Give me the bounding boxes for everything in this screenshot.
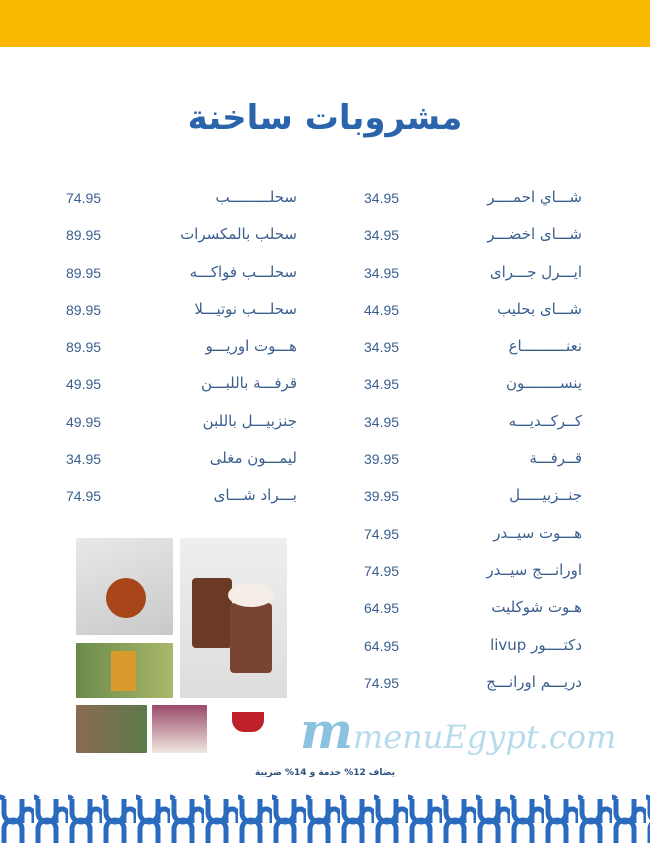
photo-tea-glass [76, 643, 173, 698]
footer-note: يضاف 12% خدمة و 14% ضريبة [255, 768, 395, 778]
menu-item: 64.95 دكتــــور livup [360, 636, 582, 673]
item-name: جنزبيـــل باللبن [202, 411, 297, 430]
photo-red-tea [224, 708, 280, 748]
item-name: سحلـــب نوتيـــلا [194, 299, 297, 318]
item-price: 34.95 [364, 264, 400, 281]
page-title: مشروبات ساخنة [187, 98, 463, 138]
menu-item: 89.95 سحلب بالمكسرات [66, 225, 297, 262]
menu-item: 74.95 دريـــم اورانـــج [360, 673, 582, 710]
item-name: بـــراد شـــاى [213, 486, 297, 505]
menu-item: 34.95 ايـــرل جـــراى [360, 263, 582, 300]
menu-item: 39.95 قــرفـــة [360, 449, 582, 486]
item-price: 74.95 [364, 562, 400, 579]
item-name: ليمـــون مغلى [209, 449, 297, 468]
item-name: دكتــــور livup [490, 635, 582, 654]
photo-teapot [76, 538, 173, 635]
menu-item: 34.95 شـــاى اخضـــر [360, 225, 582, 262]
item-price: 34.95 [364, 339, 400, 356]
item-price: 74.95 [66, 190, 102, 206]
item-price: 44.95 [364, 301, 400, 318]
menu-item: 74.95 اورانـــج سيــدر [360, 561, 582, 598]
item-name: كــركــديـــه [508, 411, 582, 430]
item-price: 39.95 [364, 451, 400, 468]
item-name: دريـــم اورانـــج [486, 672, 582, 691]
item-price: 89.95 [66, 264, 102, 281]
item-name: ينســــــــون [505, 374, 582, 393]
item-price: 39.95 [364, 488, 400, 505]
menu-item: 34.95 كــركــديـــه [360, 412, 582, 449]
menu-item: 89.95 سحلـــب فواكـــه [66, 263, 297, 300]
item-name: هـــوت اوريـــو [205, 337, 298, 356]
photo-drinks [76, 705, 147, 753]
item-price: 89.95 [66, 339, 102, 356]
item-price: 74.95 [364, 674, 400, 691]
item-name: نعنــــــــــاع [508, 337, 582, 356]
item-name: قرفـــة باللبـــن [200, 374, 297, 393]
menu-column-right: 34.95 شـــاي احمــــر 34.95 شـــاى اخضـــر 3… [360, 188, 582, 710]
item-name: سحلـــــــــب [215, 188, 298, 206]
menu-item: 34.95 شـــاي احمــــر [360, 188, 582, 225]
item-price: 49.95 [66, 376, 102, 393]
menu-item: 34.95 ينســــــــون [360, 374, 582, 411]
menu-item: 44.95 شـــاى بحليب [360, 300, 582, 337]
item-price: 64.95 [364, 600, 400, 617]
item-price: 74.95 [66, 488, 102, 505]
item-price: 89.95 [66, 227, 102, 244]
menu-item: 89.95 سحلـــب نوتيـــلا [66, 300, 297, 337]
item-name: جنــزبيـــــل [509, 486, 582, 505]
item-name: هـوت شوكليت [491, 598, 582, 617]
photo-dessert [152, 705, 207, 753]
menu-item: 74.95 بـــراد شـــاى [66, 486, 297, 523]
menu-item: 39.95 جنــزبيـــــل [360, 486, 582, 523]
item-name: هـــوت سيــدر [493, 523, 582, 542]
item-name: شـــاى اخضـــر [487, 225, 582, 244]
item-price: 34.95 [364, 190, 400, 206]
menu-item: 64.95 هـوت شوكليت [360, 598, 582, 635]
menu-item: 34.95 ليمـــون مغلى [66, 449, 297, 486]
item-name: قــرفـــة [529, 449, 582, 468]
item-name: سحلـــب فواكـــه [189, 262, 297, 281]
item-name: شـــاى بحليب [497, 299, 582, 318]
decorative-border-pattern [0, 793, 650, 843]
item-name: شـــاي احمــــر [487, 188, 582, 206]
menu-item: 49.95 جنزبيـــل باللبن [66, 412, 297, 449]
watermark: mmenuEgypt.com [300, 701, 617, 760]
menu-column-left: 74.95 سحلـــــــــب 89.95 سحلب بالمكسرات 89.… [66, 188, 297, 524]
photo-hot-chocolate [180, 538, 287, 698]
item-price: 64.95 [364, 637, 400, 654]
item-price: 89.95 [66, 301, 102, 318]
menu-item: 89.95 هـــوت اوريـــو [66, 337, 297, 374]
item-price: 34.95 [364, 376, 400, 393]
item-price: 74.95 [364, 525, 400, 542]
item-name: اورانـــج سيــدر [486, 560, 582, 579]
item-price: 34.95 [66, 451, 102, 468]
item-price: 34.95 [364, 227, 400, 244]
menu-item: 74.95 هـــوت سيــدر [360, 524, 582, 561]
menu-item: 74.95 سحلـــــــــب [66, 188, 297, 225]
menu-item: 34.95 نعنــــــــــاع [360, 337, 582, 374]
item-name: سحلب بالمكسرات [180, 225, 297, 244]
top-bar [0, 0, 650, 47]
item-price: 34.95 [364, 413, 400, 430]
menu-item: 49.95 قرفـــة باللبـــن [66, 374, 297, 411]
item-price: 49.95 [66, 413, 102, 430]
item-name: ايـــرل جـــراى [489, 262, 582, 281]
